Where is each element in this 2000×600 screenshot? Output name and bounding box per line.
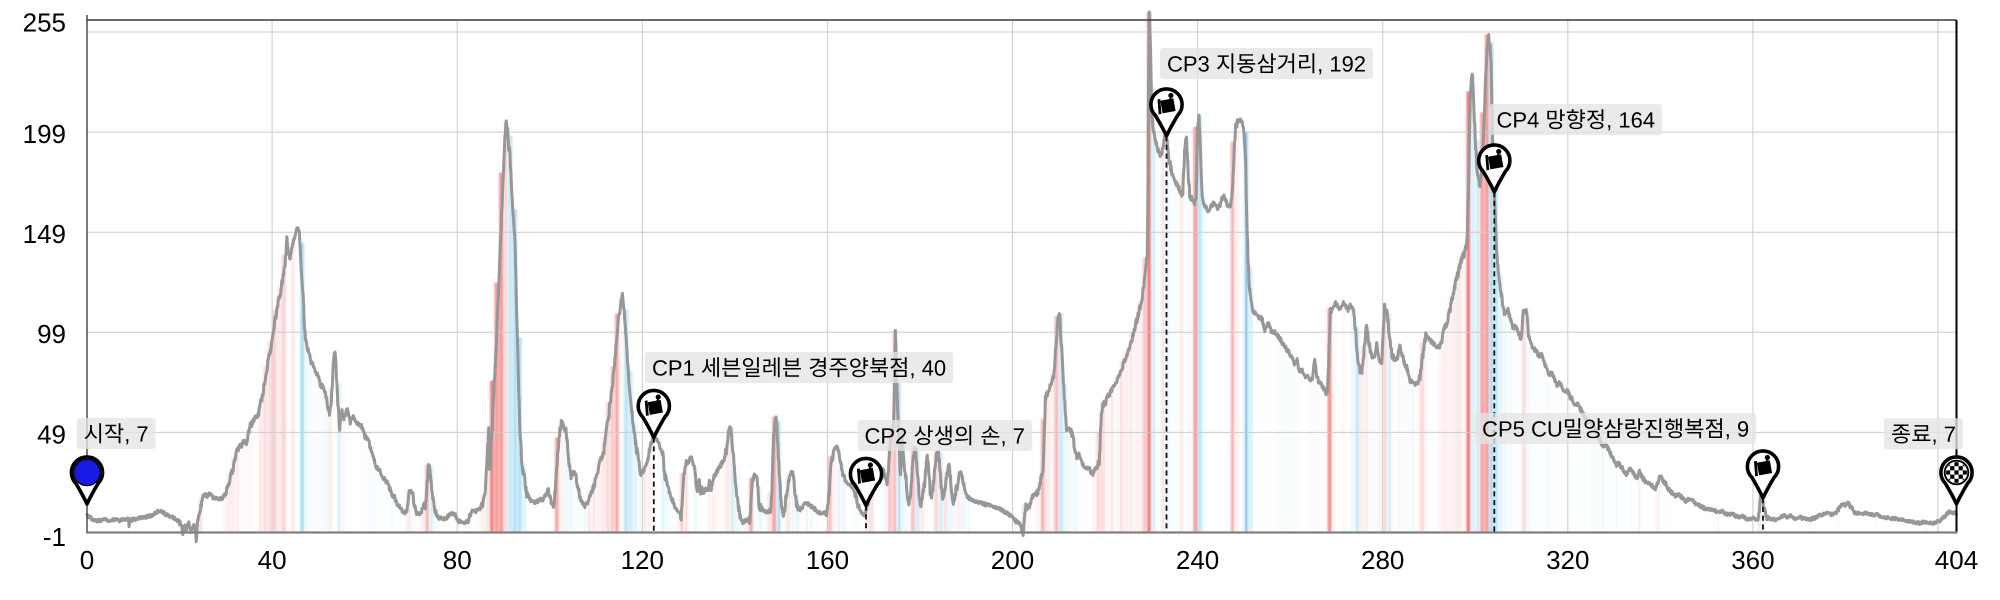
svg-text:149: 149 bbox=[23, 219, 66, 249]
svg-text:120: 120 bbox=[621, 545, 664, 575]
svg-text:404: 404 bbox=[1935, 545, 1978, 575]
svg-text:80: 80 bbox=[443, 545, 472, 575]
svg-text:255: 255 bbox=[23, 8, 66, 38]
svg-text:160: 160 bbox=[806, 545, 849, 575]
svg-text:40: 40 bbox=[258, 545, 287, 575]
svg-text:240: 240 bbox=[1176, 545, 1219, 575]
svg-text:-1: -1 bbox=[43, 522, 66, 552]
svg-text:280: 280 bbox=[1361, 545, 1404, 575]
svg-text:199: 199 bbox=[23, 119, 66, 149]
svg-text:200: 200 bbox=[991, 545, 1034, 575]
svg-text:0: 0 bbox=[80, 545, 94, 575]
svg-text:49: 49 bbox=[37, 419, 66, 449]
svg-text:360: 360 bbox=[1731, 545, 1774, 575]
svg-text:320: 320 bbox=[1546, 545, 1589, 575]
svg-text:99: 99 bbox=[37, 319, 66, 349]
